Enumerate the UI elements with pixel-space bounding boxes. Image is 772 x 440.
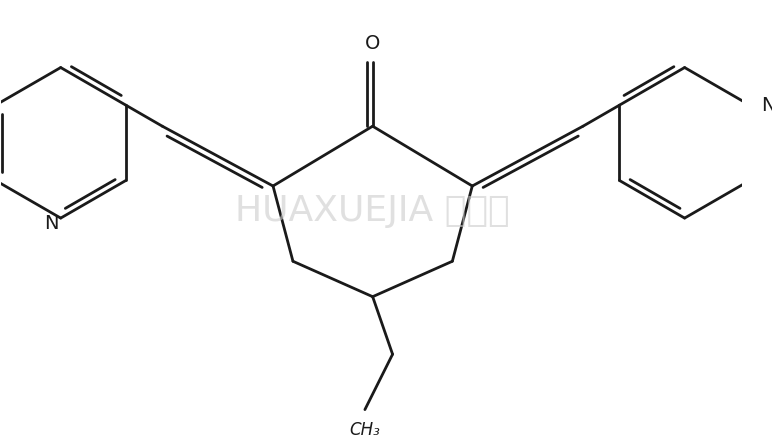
Text: O: O	[365, 34, 381, 53]
Text: HUAXUEJIA 化学加: HUAXUEJIA 化学加	[235, 194, 510, 228]
Text: CH₃: CH₃	[350, 421, 381, 439]
Text: N: N	[761, 95, 772, 115]
Text: N: N	[45, 214, 59, 233]
